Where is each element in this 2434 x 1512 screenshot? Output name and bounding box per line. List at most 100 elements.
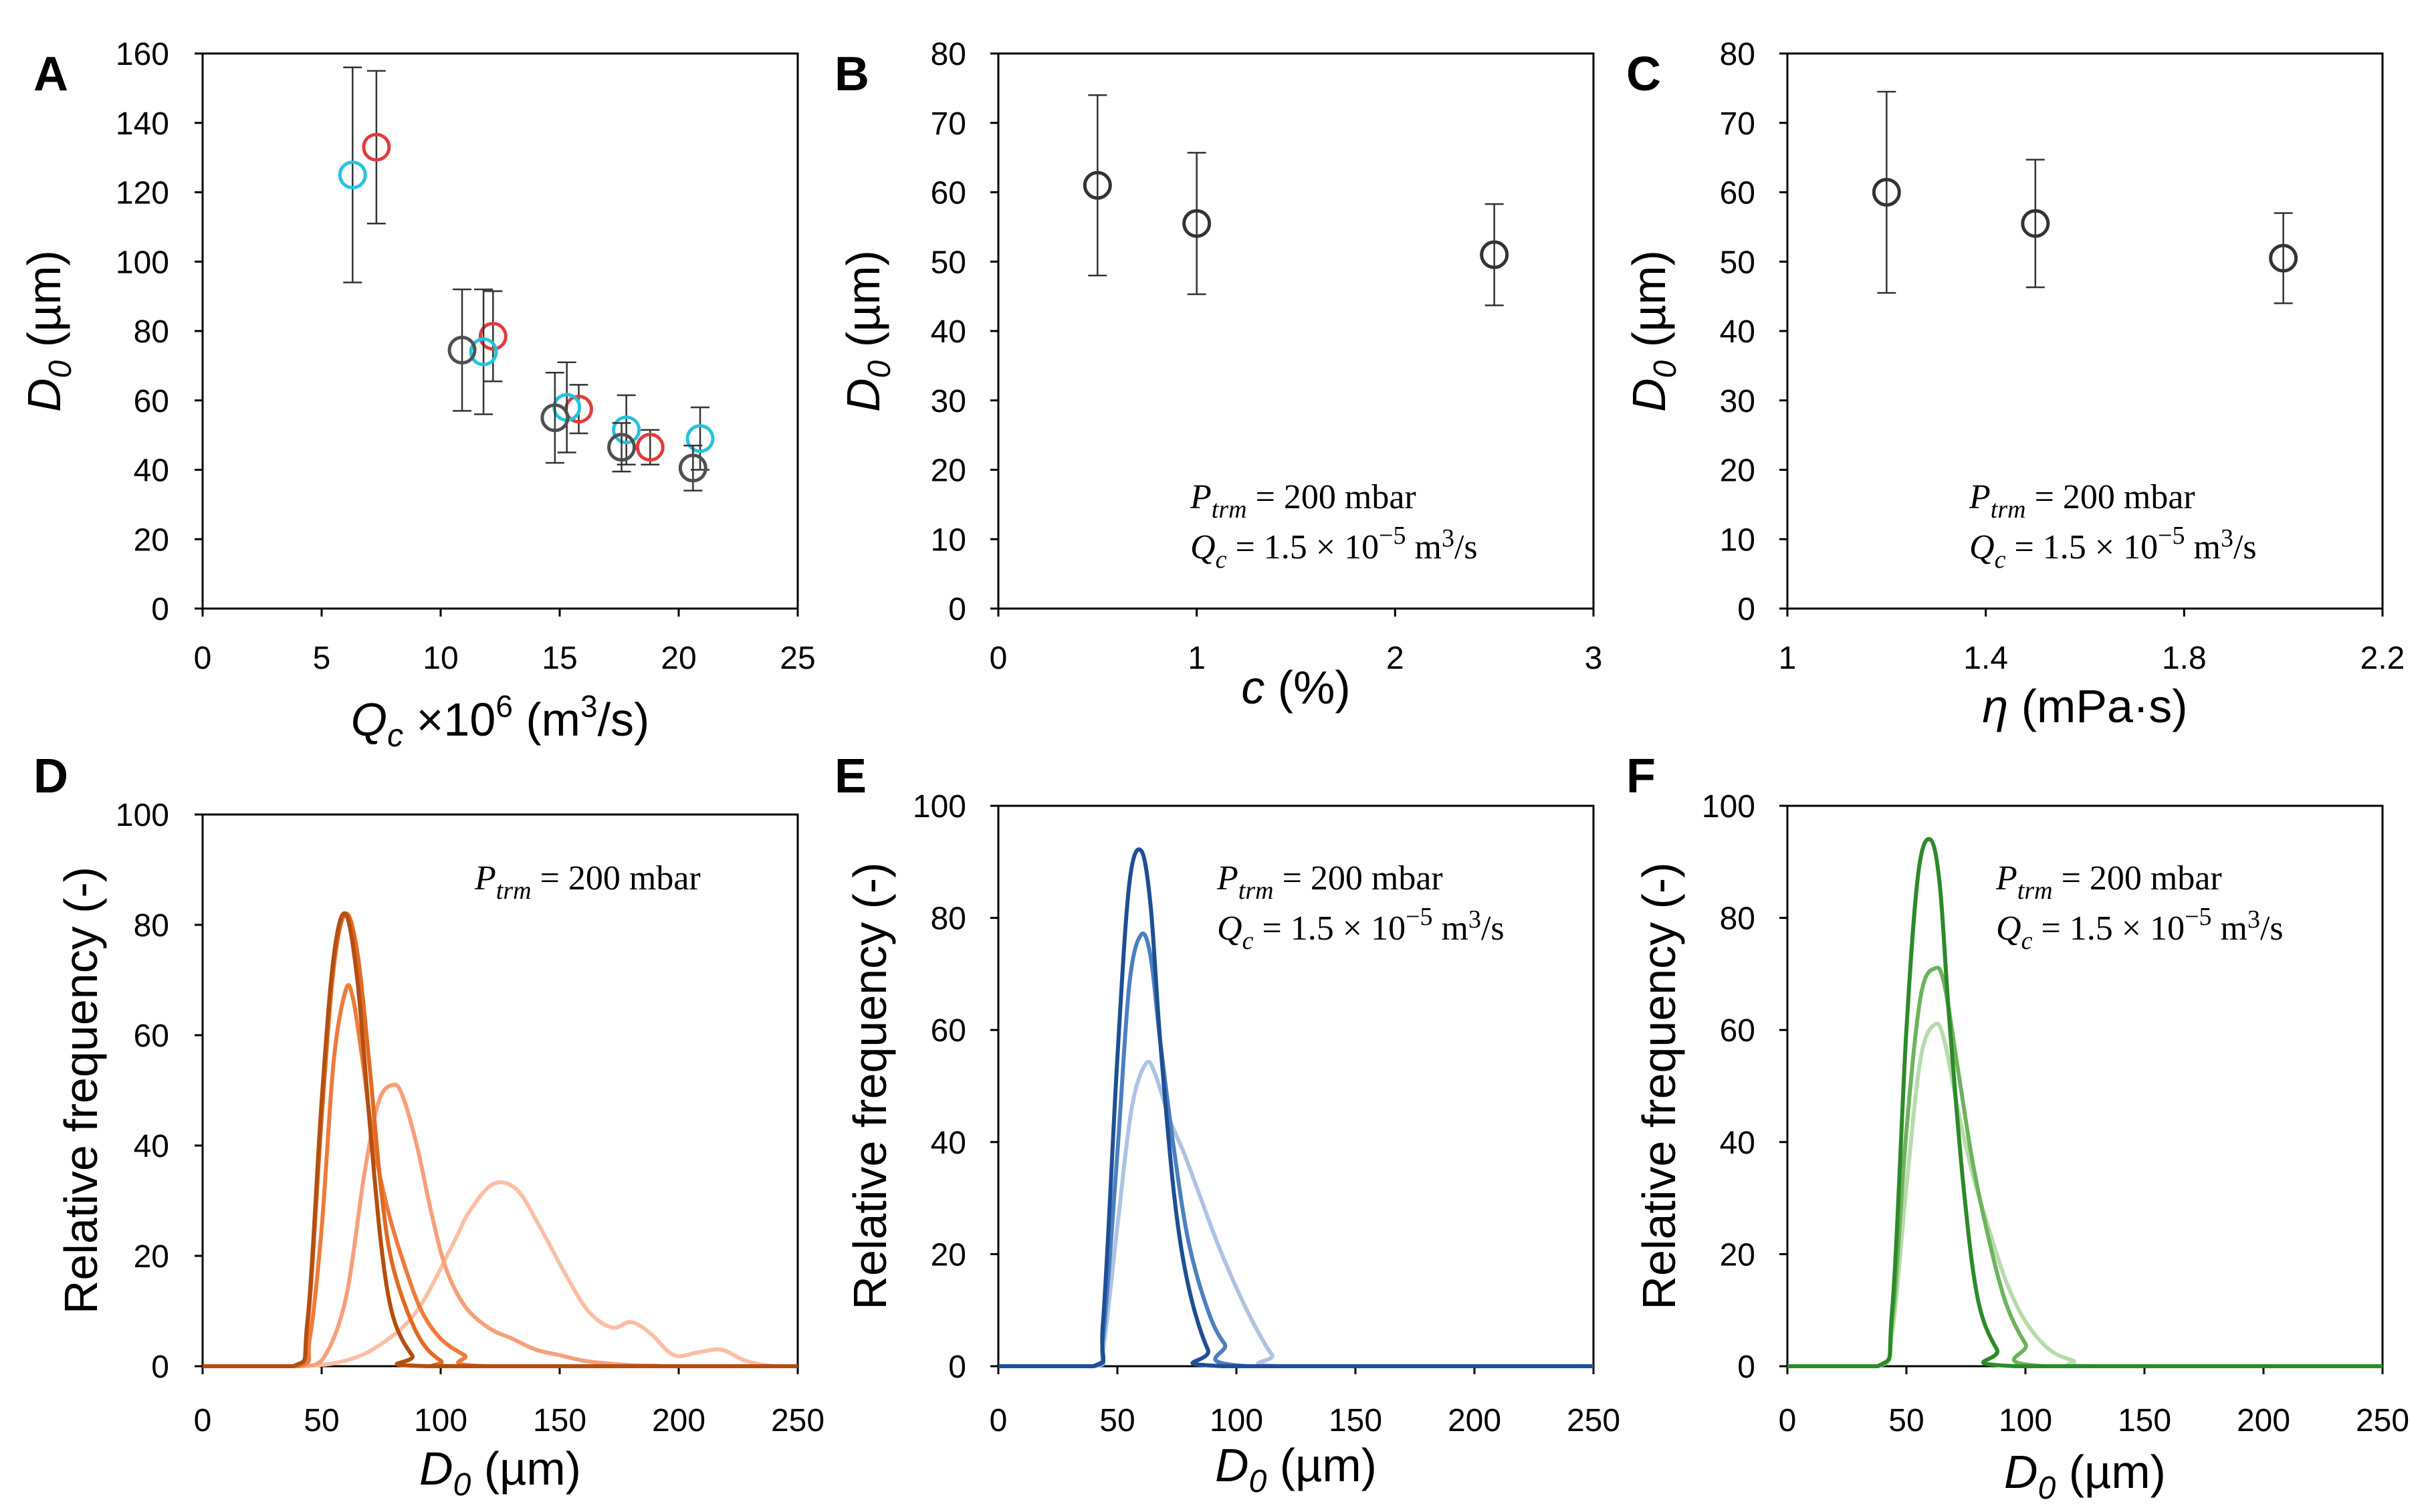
x-tick-label: 250	[1567, 1403, 1620, 1438]
y-tick-label: 40	[134, 1129, 169, 1164]
panel-letter: D	[33, 750, 68, 803]
y-tick-label: 80	[134, 314, 169, 350]
x-tick-label: 25	[780, 641, 815, 676]
distribution-line-f3	[1787, 837, 2383, 1369]
y-tick-label: 20	[134, 1239, 169, 1275]
data-point-grey	[2021, 209, 2050, 238]
y-tick-label: 40	[134, 453, 169, 489]
x-tick-label: 5	[313, 641, 331, 676]
y-axis-title: Relative frequency (-)	[55, 867, 107, 1314]
x-tick-label: 0	[194, 1403, 212, 1438]
distribution-line-f2	[1787, 966, 2383, 1369]
y-tick-label: 10	[931, 522, 966, 558]
annotation-pressure: Ptrm = 200 mbar	[1995, 859, 2222, 905]
y-tick-label: 80	[1720, 37, 1755, 72]
y-tick-label: 60	[134, 384, 169, 419]
annotation-flow-rate: Qc = 1.5 × 10−5 m3/s	[1969, 522, 2257, 574]
y-tick-label: 100	[116, 245, 169, 280]
data-point-cyan	[338, 160, 367, 190]
data-point-grey	[678, 453, 707, 483]
x-tick-label: 50	[1888, 1403, 1924, 1438]
y-tick-label: 30	[931, 384, 966, 419]
y-axis-title: D0 (µm)	[18, 250, 78, 412]
data-point-red	[478, 322, 508, 351]
x-axis-title: D0 (µm)	[419, 1442, 581, 1503]
x-axis-title: D0 (µm)	[2004, 1446, 2166, 1506]
x-tick-label: 250	[2356, 1403, 2409, 1438]
y-tick-label: 40	[931, 1125, 966, 1161]
y-tick-label: 0	[151, 1349, 169, 1385]
annotation-pressure: Ptrm = 200 mbar	[1216, 859, 1443, 905]
y-tick-label: 0	[151, 592, 169, 627]
x-tick-label: 100	[414, 1403, 467, 1438]
y-axis-title: Relative frequency (-)	[844, 862, 896, 1309]
y-tick-label: 80	[134, 908, 169, 944]
x-tick-label: 100	[1210, 1403, 1263, 1438]
annotation-flow-rate: Qc = 1.5 × 10−5 m3/s	[1996, 903, 2284, 955]
y-tick-label: 20	[1720, 1237, 1755, 1273]
annotation-flow-rate: Qc = 1.5 × 10−5 m3/s	[1217, 903, 1505, 955]
x-tick-label: 150	[2118, 1403, 2171, 1438]
y-tick-label: 60	[931, 176, 966, 211]
x-tick-label: 100	[1999, 1403, 2052, 1438]
x-tick-label: 15	[542, 641, 577, 676]
y-tick-label: 80	[931, 901, 966, 937]
panel-letter: F	[1626, 750, 1656, 803]
y-tick-label: 40	[1720, 1125, 1755, 1161]
annotation-pressure: Ptrm = 200 mbar	[474, 859, 701, 905]
distribution-line-d3	[202, 983, 798, 1369]
data-point-grey	[1182, 209, 1212, 238]
distribution-line-d1	[202, 1180, 798, 1369]
x-tick-label: 200	[1448, 1403, 1501, 1438]
distribution-line-d2	[202, 1082, 798, 1369]
y-tick-label: 60	[134, 1018, 169, 1054]
panel-letter: C	[1626, 47, 1661, 101]
y-axis-title: Relative frequency (-)	[1633, 862, 1685, 1309]
plot-frame	[997, 52, 1595, 610]
y-tick-label: 40	[1720, 314, 1755, 350]
y-tick-label: 20	[931, 453, 966, 489]
y-axis-title: D0 (µm)	[1623, 250, 1683, 412]
y-tick-label: 120	[116, 176, 169, 211]
data-point-red	[635, 433, 665, 462]
x-axis-title: Qc ×106 (m3/s)	[351, 689, 650, 754]
y-tick-label: 10	[1720, 522, 1755, 558]
y-tick-label: 80	[1720, 901, 1755, 937]
x-tick-label: 2.2	[2360, 641, 2405, 676]
panel-f: F 0 50 100 150 200 250 0 20 40 60 80 100 D0 (µm) Relat…	[1626, 750, 2409, 1506]
y-tick-label: 30	[1720, 384, 1755, 419]
y-tick-label: 70	[931, 106, 966, 142]
y-tick-label: 100	[1702, 789, 1755, 825]
data-point-red	[362, 132, 391, 162]
panel-letter: E	[835, 750, 867, 803]
x-tick-label: 1.8	[2162, 641, 2207, 676]
distribution-line-d4	[202, 911, 798, 1369]
y-tick-label: 60	[931, 1013, 966, 1049]
data-point-cyan	[612, 415, 641, 445]
x-tick-label: 0	[194, 641, 212, 676]
annotation-pressure: Ptrm = 200 mbar	[1190, 478, 1416, 524]
data-point-grey	[447, 336, 477, 365]
y-tick-label: 40	[931, 314, 966, 350]
x-tick-label: 200	[2237, 1403, 2290, 1438]
data-point-grey	[1872, 178, 1901, 207]
annotation-flow-rate: Qc = 1.5 × 10−5 m3/s	[1190, 522, 1478, 574]
data-point-grey	[607, 433, 637, 462]
data-point-grey	[1083, 171, 1112, 200]
distribution-line-e3	[998, 847, 1593, 1369]
x-tick-label: 50	[1099, 1403, 1135, 1438]
y-tick-label: 100	[116, 798, 169, 833]
panel-letter: A	[33, 47, 68, 101]
distribution-line-d5	[202, 911, 798, 1369]
x-tick-label: 0	[1779, 1403, 1797, 1438]
data-point-grey	[2269, 243, 2298, 273]
x-tick-label: 20	[661, 641, 696, 676]
panel-c: C 1 1.4 1.8 2.2 0 10 20 30 40 50 60 70 80 η (mPa·s) D0 …	[1623, 37, 2405, 732]
x-axis-title: η (mPa·s)	[1982, 680, 2187, 732]
data-point-cyan	[469, 337, 498, 366]
x-tick-label: 0	[990, 1403, 1008, 1438]
y-tick-label: 160	[116, 37, 169, 72]
x-tick-label: 1.4	[1963, 641, 2008, 676]
x-tick-label: 10	[423, 641, 458, 676]
